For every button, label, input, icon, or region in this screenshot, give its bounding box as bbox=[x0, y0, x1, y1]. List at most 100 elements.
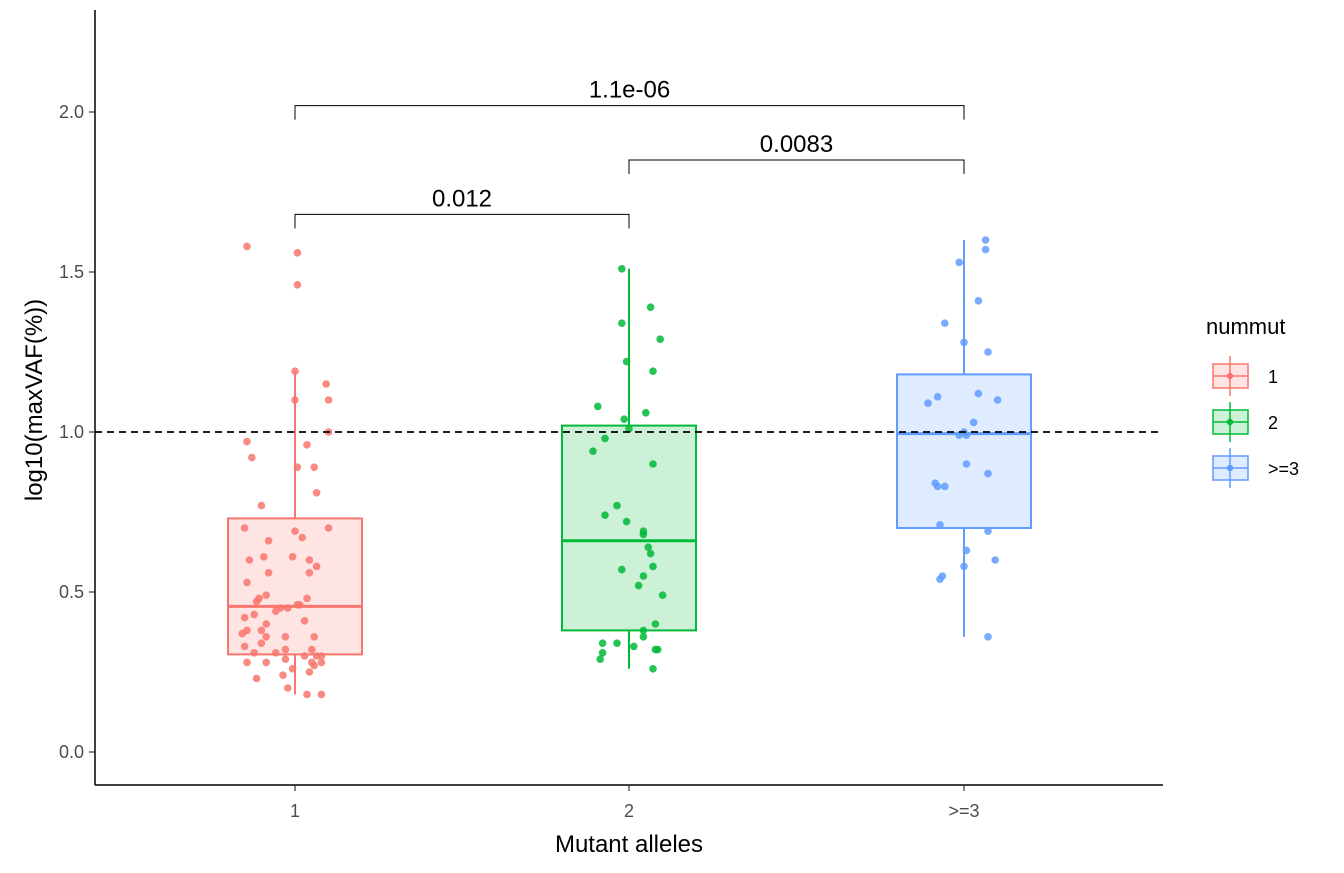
data-point bbox=[312, 562, 321, 571]
data-point bbox=[293, 463, 302, 472]
data-point bbox=[240, 524, 249, 532]
legend-entry: 1 bbox=[1212, 356, 1278, 396]
data-point bbox=[317, 690, 326, 699]
data-point bbox=[601, 511, 609, 519]
data-point bbox=[639, 626, 648, 635]
data-point bbox=[589, 447, 597, 456]
data-point bbox=[601, 434, 609, 443]
data-point bbox=[262, 633, 271, 641]
box-ge3 bbox=[896, 240, 1032, 637]
data-point bbox=[296, 601, 304, 609]
data-point bbox=[240, 642, 249, 651]
data-point bbox=[974, 389, 983, 398]
data-point bbox=[264, 537, 273, 545]
data-point bbox=[252, 597, 261, 606]
data-point bbox=[300, 652, 309, 660]
data-point bbox=[310, 633, 319, 641]
data-point bbox=[243, 578, 251, 587]
data-point bbox=[300, 617, 309, 625]
data-point bbox=[936, 575, 944, 583]
data-point bbox=[984, 469, 992, 478]
significance-bracket: 0.0083 bbox=[628, 131, 965, 174]
data-point bbox=[974, 297, 983, 305]
data-point bbox=[993, 396, 1002, 404]
legend-entry: 2 bbox=[1212, 402, 1278, 442]
bracket-line bbox=[628, 159, 965, 174]
data-point bbox=[596, 655, 604, 663]
data-point bbox=[281, 633, 290, 641]
data-point bbox=[594, 402, 602, 411]
data-point bbox=[257, 501, 266, 510]
data-point bbox=[284, 684, 292, 692]
box-iqr bbox=[561, 424, 697, 632]
data-point bbox=[933, 393, 942, 401]
data-point bbox=[969, 418, 978, 427]
data-point bbox=[262, 620, 271, 628]
data-point bbox=[646, 303, 655, 312]
legend-entry: >=3 bbox=[1212, 448, 1299, 488]
data-point bbox=[317, 652, 326, 660]
legend-label: 2 bbox=[1268, 413, 1278, 433]
data-point bbox=[284, 604, 292, 612]
y-tick-label: 0.0 bbox=[59, 742, 84, 762]
data-point bbox=[598, 639, 607, 647]
legend-point bbox=[1226, 418, 1234, 426]
p-value-label: 1.1e-06 bbox=[589, 77, 670, 104]
data-point bbox=[642, 409, 650, 417]
y-axis-title: log10(maxVAF(%)) bbox=[21, 299, 48, 501]
data-point bbox=[298, 533, 307, 542]
x-tick-label: 2 bbox=[624, 801, 634, 821]
data-point bbox=[656, 335, 664, 344]
data-point bbox=[625, 425, 633, 433]
significance-bracket: 0.012 bbox=[294, 185, 630, 229]
p-value-label: 0.0083 bbox=[760, 131, 833, 158]
box-iqr bbox=[896, 373, 1032, 529]
legend-label: >=3 bbox=[1268, 459, 1299, 479]
data-point bbox=[649, 367, 657, 376]
data-point bbox=[291, 396, 299, 404]
data-point bbox=[322, 380, 331, 388]
data-point bbox=[257, 626, 266, 635]
data-point bbox=[644, 543, 652, 551]
x-axis-title: Mutant alleles bbox=[555, 831, 703, 858]
data-point bbox=[252, 674, 261, 683]
data-point bbox=[618, 265, 626, 273]
plot-area: 0.012 0.0083 1.1e-06 bbox=[95, 77, 1163, 699]
data-point bbox=[288, 553, 297, 561]
data-point bbox=[324, 396, 333, 404]
box-2 bbox=[561, 268, 697, 669]
y-tick-label: 0.5 bbox=[59, 582, 84, 602]
data-point bbox=[639, 530, 648, 539]
p-value-label: 0.012 bbox=[432, 185, 492, 212]
data-point bbox=[654, 645, 662, 654]
bracket-line bbox=[294, 105, 965, 120]
data-point bbox=[317, 658, 326, 667]
legend-title: nummut bbox=[1206, 314, 1285, 339]
y-tick-label: 1.5 bbox=[59, 262, 84, 282]
data-point bbox=[955, 258, 963, 267]
legend-point bbox=[1226, 372, 1234, 380]
y-tick-label: 1.0 bbox=[59, 422, 84, 442]
data-point bbox=[924, 399, 932, 408]
data-point bbox=[281, 645, 290, 654]
data-point bbox=[598, 649, 607, 657]
data-point bbox=[310, 661, 319, 670]
significance-bracket: 1.1e-06 bbox=[294, 77, 965, 120]
data-point bbox=[936, 521, 944, 529]
data-point bbox=[240, 613, 249, 622]
data-point bbox=[941, 319, 949, 328]
legend-label: 1 bbox=[1268, 367, 1278, 387]
data-point bbox=[264, 569, 273, 577]
data-point bbox=[630, 642, 638, 651]
data-point bbox=[651, 620, 660, 628]
data-point bbox=[248, 453, 256, 462]
data-point bbox=[310, 463, 319, 472]
data-point bbox=[243, 658, 251, 667]
box-1 bbox=[227, 371, 363, 695]
data-point bbox=[262, 591, 271, 599]
x-tick-label: >=3 bbox=[948, 801, 979, 821]
data-point bbox=[291, 527, 299, 535]
y-tick-label: 2.0 bbox=[59, 102, 84, 122]
data-point bbox=[303, 441, 311, 449]
